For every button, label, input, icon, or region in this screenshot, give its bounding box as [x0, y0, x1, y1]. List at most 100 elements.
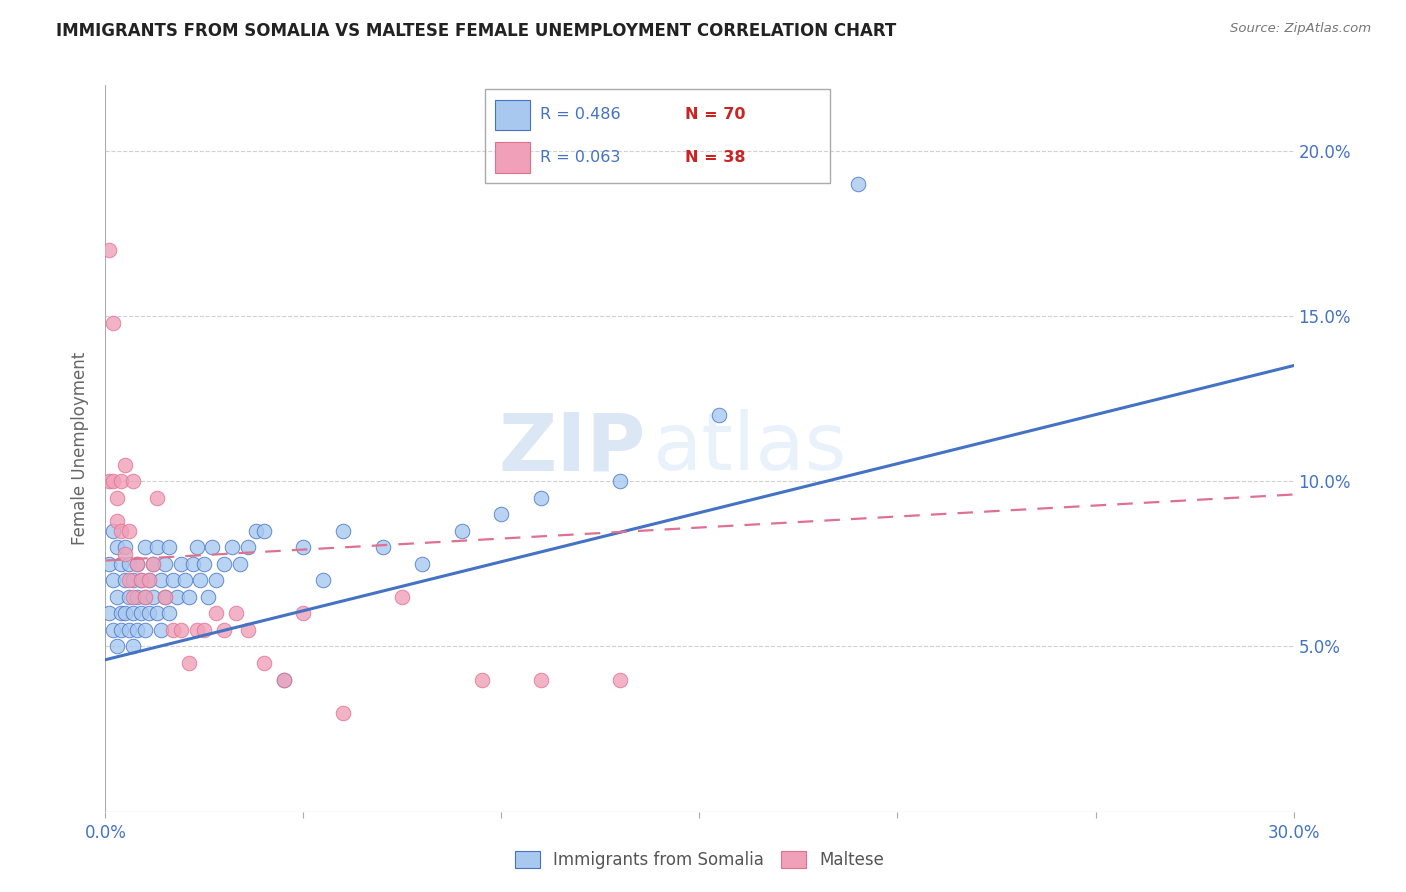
Point [149, 574, 172, 588]
Point [201, 541, 224, 555]
Point [229, 557, 252, 571]
Point [253, 524, 276, 538]
Point [110, 557, 132, 571]
Point [110, 524, 132, 538]
Point [138, 574, 160, 588]
Point [411, 557, 433, 571]
Point [153, 557, 176, 571]
Point [391, 590, 413, 604]
Point [149, 623, 172, 637]
Point [105, 590, 128, 604]
Point [98, 607, 121, 621]
Point [221, 541, 243, 555]
Point [205, 574, 228, 588]
Point [236, 541, 259, 555]
Point [153, 590, 176, 604]
Point [190, 574, 212, 588]
Point [146, 541, 169, 555]
Point [122, 640, 145, 654]
Point [157, 607, 180, 621]
Point [134, 590, 156, 604]
Point [114, 607, 136, 621]
Point [98, 557, 121, 571]
Point [450, 524, 472, 538]
Point [530, 491, 553, 505]
Point [471, 673, 494, 687]
Point [103, 316, 125, 330]
Point [134, 590, 156, 604]
Point [129, 574, 152, 588]
Point [181, 557, 204, 571]
Point [103, 623, 125, 637]
Text: N = 38: N = 38 [685, 150, 745, 165]
Point [122, 590, 145, 604]
Text: N = 70: N = 70 [685, 107, 745, 122]
Point [177, 656, 200, 670]
Point [170, 623, 193, 637]
Point [142, 557, 165, 571]
Point [236, 623, 259, 637]
Point [110, 623, 132, 637]
Bar [495, 142, 530, 172]
Point [146, 607, 169, 621]
Point [214, 623, 236, 637]
Point [186, 623, 208, 637]
Point [173, 574, 195, 588]
Point [122, 574, 145, 588]
Point [98, 243, 121, 257]
Point [332, 706, 354, 720]
Point [177, 590, 200, 604]
Point [118, 524, 141, 538]
Point [129, 574, 152, 588]
Point [122, 607, 145, 621]
Bar [495, 100, 530, 130]
Point [197, 590, 219, 604]
Point [103, 475, 125, 489]
Point [122, 475, 145, 489]
Text: atlas: atlas [652, 409, 846, 487]
Point [491, 508, 513, 522]
Point [134, 541, 156, 555]
Point [273, 673, 295, 687]
Y-axis label: Female Unemployment: Female Unemployment [72, 351, 90, 545]
Point [129, 607, 152, 621]
Point [118, 623, 141, 637]
Text: Source: ZipAtlas.com: Source: ZipAtlas.com [1230, 22, 1371, 36]
Point [105, 640, 128, 654]
Point [114, 574, 136, 588]
Point [162, 574, 184, 588]
Point [127, 623, 149, 637]
Point [225, 607, 247, 621]
Point [103, 524, 125, 538]
Text: R = 0.486: R = 0.486 [540, 107, 621, 122]
Point [118, 590, 141, 604]
Point [110, 607, 132, 621]
Point [138, 607, 160, 621]
Point [273, 673, 295, 687]
Point [118, 557, 141, 571]
Point [105, 491, 128, 505]
Point [114, 541, 136, 555]
Point [530, 673, 553, 687]
Point [134, 623, 156, 637]
Point [153, 590, 176, 604]
Point [98, 475, 121, 489]
Point [157, 541, 180, 555]
Point [127, 557, 149, 571]
Point [103, 574, 125, 588]
Text: R = 0.063: R = 0.063 [540, 150, 620, 165]
Point [166, 590, 188, 604]
Point [292, 607, 315, 621]
Point [127, 557, 149, 571]
Point [193, 623, 215, 637]
Point [245, 524, 267, 538]
Point [142, 557, 165, 571]
Point [127, 590, 149, 604]
Point [162, 623, 184, 637]
Point [105, 514, 128, 528]
Point [170, 557, 193, 571]
Point [253, 656, 276, 670]
Point [146, 491, 169, 505]
Point [292, 541, 315, 555]
Point [138, 574, 160, 588]
